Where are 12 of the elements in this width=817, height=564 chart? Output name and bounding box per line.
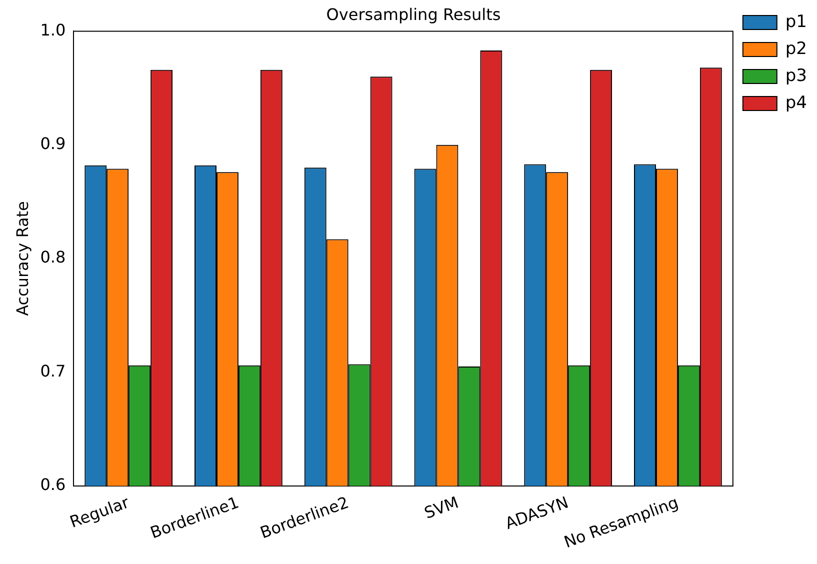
y-tick-label: 0.9: [40, 134, 66, 154]
y-tick-label: 1.0: [40, 20, 66, 40]
legend-label: p2: [785, 38, 807, 59]
legend-label: p4: [785, 92, 807, 113]
y-tick-label: 0.8: [40, 248, 66, 267]
y-axis-title: Accuracy Rate: [12, 201, 32, 316]
x-tick-label: SVM: [422, 492, 461, 522]
legend-label: p1: [785, 12, 807, 32]
y-tick-label: 0.7: [40, 361, 66, 380]
y-tick-label: 0.6: [40, 475, 66, 494]
chart-title: Oversampling Results: [326, 4, 501, 24]
legend-label: p3: [785, 66, 807, 86]
